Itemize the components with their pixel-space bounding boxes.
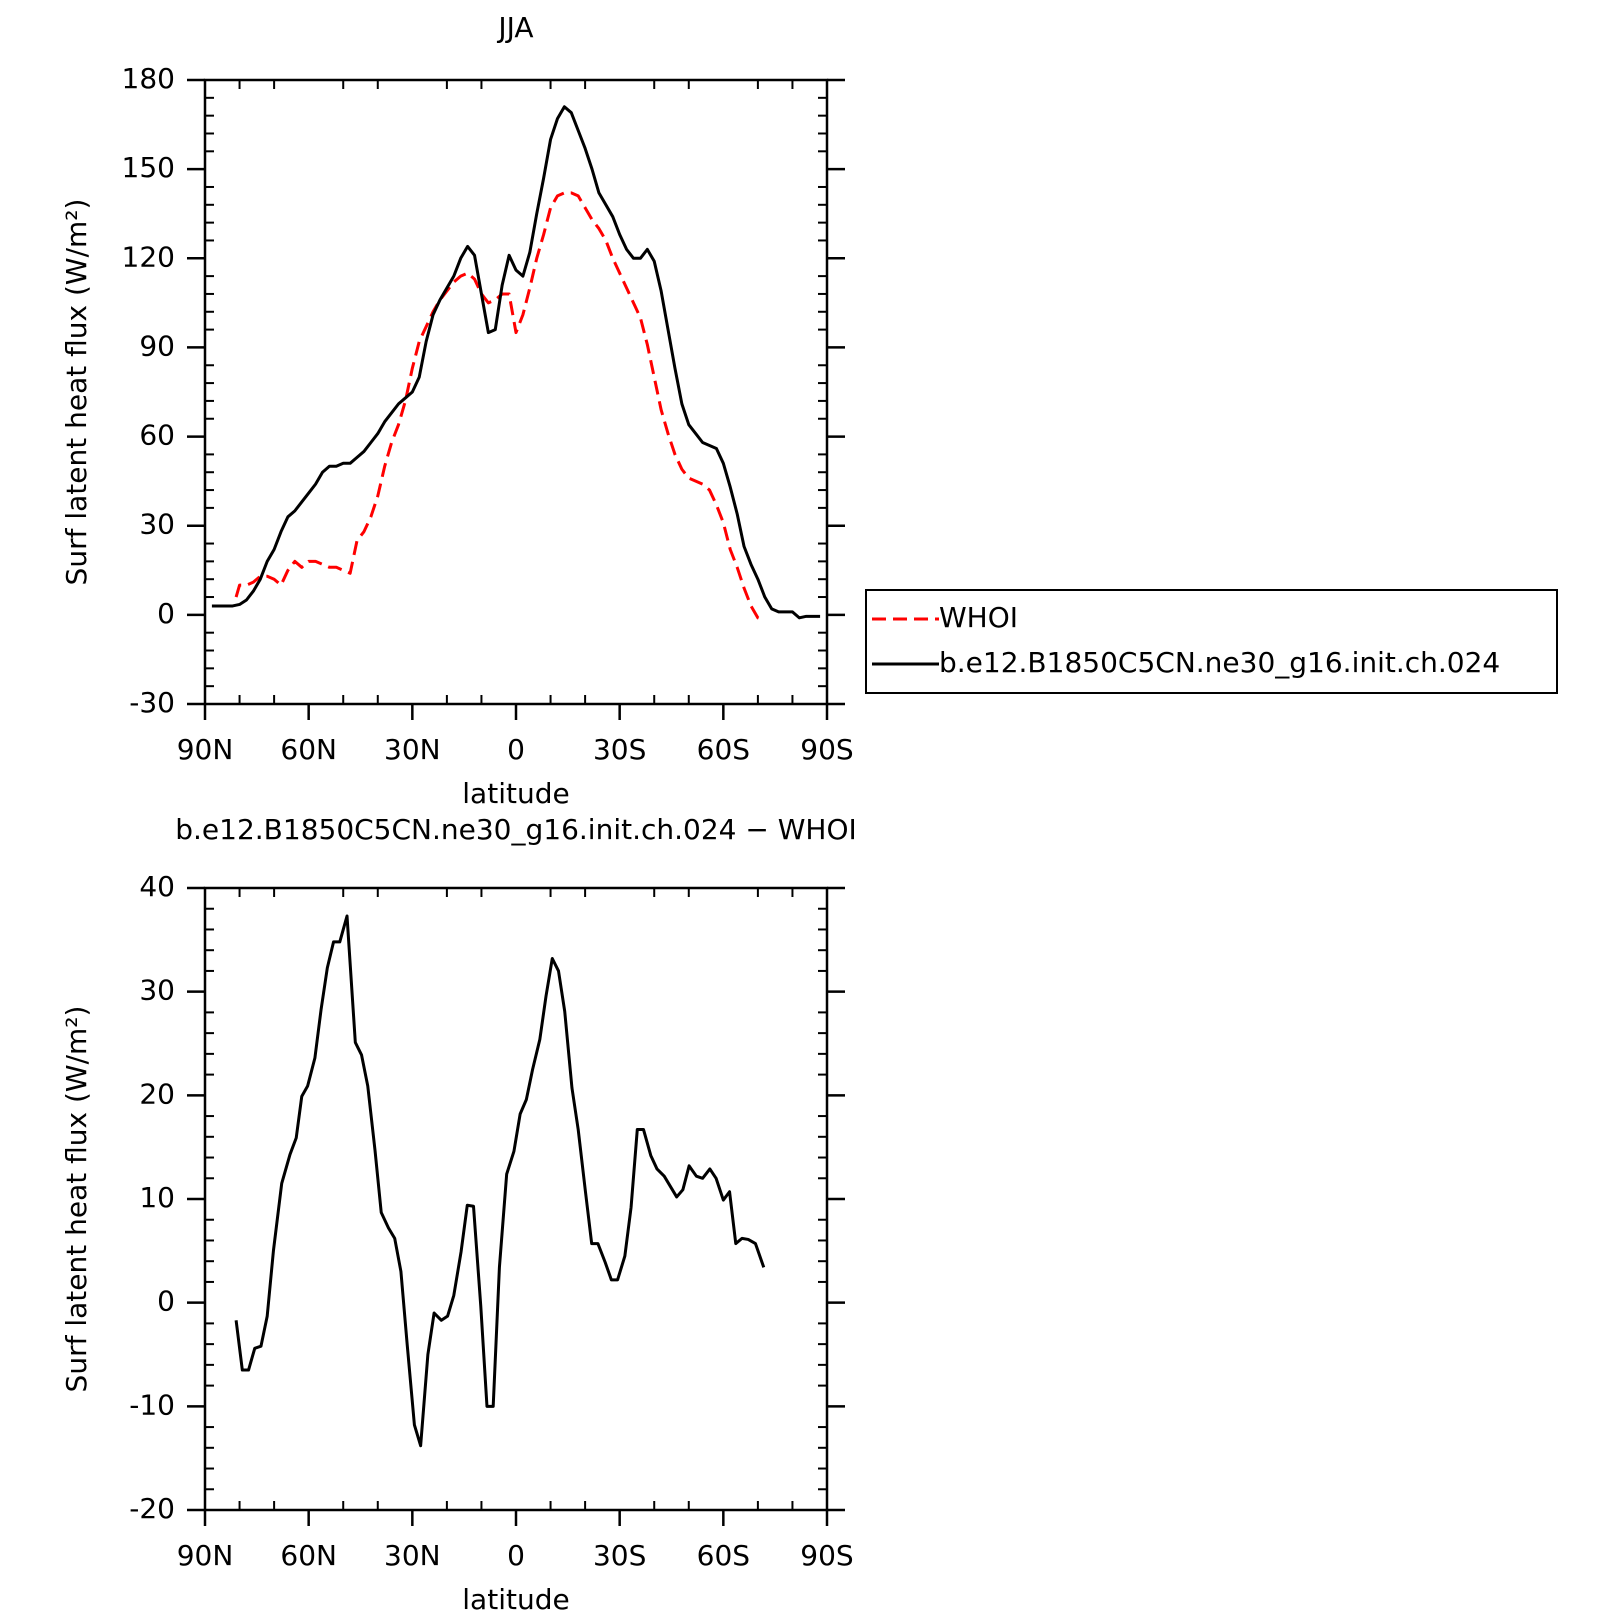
y-tick-label: 180	[122, 62, 175, 95]
x-tick-label: 90N	[177, 733, 234, 766]
series-line	[234, 191, 766, 623]
y-tick-label: -10	[129, 1388, 175, 1421]
y-tick-label: 0	[157, 597, 175, 630]
x-tick-label: 90S	[800, 733, 853, 766]
chart-title: JJA	[496, 11, 533, 44]
x-tick-label: 30N	[384, 733, 441, 766]
x-axis-label: latitude	[462, 777, 569, 810]
y-tick-label: -30	[129, 686, 175, 719]
x-tick-label: 60S	[697, 1539, 750, 1572]
chart-title: b.e12.B1850C5CN.ne30_g16.init.ch.024 − W…	[175, 813, 857, 846]
x-tick-label: 30S	[593, 1539, 646, 1572]
series-line	[234, 914, 766, 1448]
series-line	[211, 105, 821, 620]
x-tick-label: 60N	[280, 1539, 337, 1572]
y-tick-label: -20	[129, 1492, 175, 1525]
y-tick-label: 30	[139, 974, 175, 1007]
x-tick-label: 90S	[800, 1539, 853, 1572]
x-axis-label: latitude	[462, 1583, 569, 1616]
x-tick-label: 30S	[593, 733, 646, 766]
legend-box	[865, 589, 1558, 694]
x-tick-label: 0	[507, 733, 525, 766]
y-tick-label: 0	[157, 1285, 175, 1318]
y-tick-label: 60	[139, 419, 175, 452]
plot-frame	[203, 886, 829, 1512]
y-tick-label: 90	[139, 329, 175, 362]
y-tick-label: 40	[139, 870, 175, 903]
y-axis-label: Surf latent heat flux (W/m²)	[60, 199, 93, 586]
x-tick-label: 0	[507, 1539, 525, 1572]
y-tick-label: 120	[122, 240, 175, 273]
y-tick-label: 150	[122, 151, 175, 184]
y-tick-label: 30	[139, 508, 175, 541]
y-tick-label: 10	[139, 1181, 175, 1214]
y-axis-label: Surf latent heat flux (W/m²)	[60, 1006, 93, 1393]
y-tick-label: 20	[139, 1077, 175, 1110]
x-tick-label: 60S	[697, 733, 750, 766]
x-tick-label: 30N	[384, 1539, 441, 1572]
x-tick-label: 60N	[280, 733, 337, 766]
legend-label: b.e12.B1850C5CN.ne30_g16.init.ch.024	[939, 646, 1500, 679]
plot-frame	[203, 78, 829, 706]
legend-label: WHOI	[939, 601, 1018, 634]
x-tick-label: 90N	[177, 1539, 234, 1572]
